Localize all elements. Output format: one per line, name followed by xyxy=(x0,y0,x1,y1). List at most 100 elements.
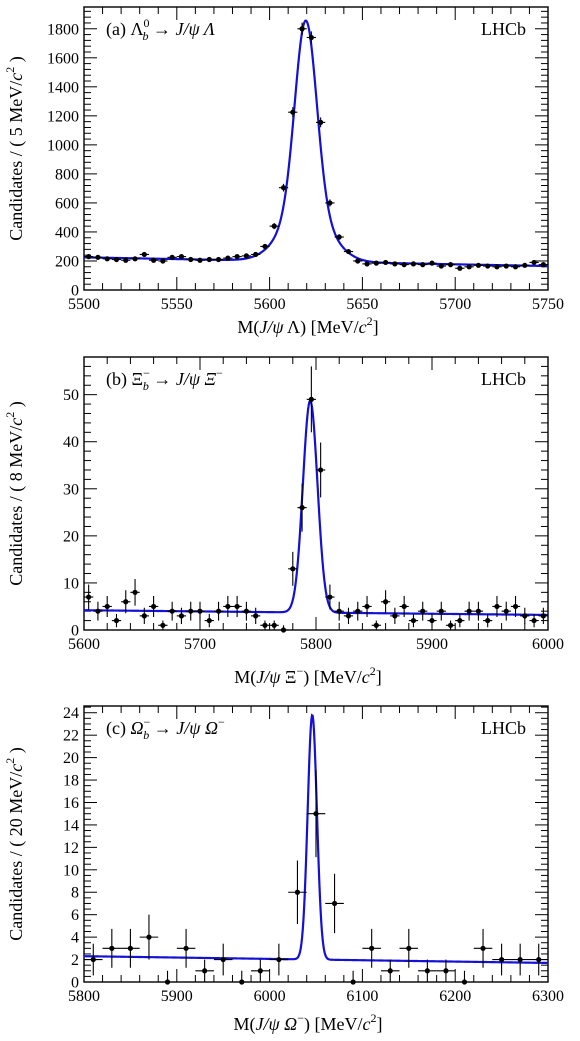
data-marker xyxy=(438,608,444,614)
data-marker xyxy=(457,265,463,271)
data-point xyxy=(362,595,372,617)
data-point xyxy=(232,970,252,985)
fit-curve xyxy=(83,19,549,268)
data-marker xyxy=(447,262,454,268)
data-marker xyxy=(313,811,319,817)
data-marker xyxy=(327,200,333,206)
data-marker xyxy=(109,945,115,951)
data-marker xyxy=(183,945,189,951)
data-marker xyxy=(225,603,231,610)
y-tick-label: 400 xyxy=(55,224,79,241)
data-marker xyxy=(290,566,296,572)
data-point xyxy=(343,970,363,985)
data-marker xyxy=(438,263,444,269)
plot-frame xyxy=(83,6,549,291)
y-tick-label: 16 xyxy=(63,795,79,812)
data-point xyxy=(306,366,316,433)
data-marker xyxy=(531,259,537,266)
y-tick-label: 10 xyxy=(63,575,79,592)
panel-c: 5800 5900 6000 6100 6200 63000246810121416182… xyxy=(3,705,564,1035)
y-tick-label: 18 xyxy=(63,773,79,790)
data-marker xyxy=(503,608,509,614)
data-point xyxy=(102,256,112,262)
data-point xyxy=(102,928,122,968)
data-marker xyxy=(392,261,398,267)
data-point xyxy=(510,943,530,976)
y-tick-label: 1000 xyxy=(47,137,79,154)
data-marker xyxy=(206,256,212,263)
data-marker xyxy=(392,613,398,619)
data-point xyxy=(316,442,326,498)
y-tick-label: 30 xyxy=(63,481,79,498)
data-point xyxy=(445,620,456,630)
x-tick-label: 5550 xyxy=(161,296,193,313)
data-point xyxy=(84,254,94,260)
data-point xyxy=(288,107,298,118)
data-marker xyxy=(95,254,101,260)
y-tick-label: 40 xyxy=(63,434,79,451)
data-marker xyxy=(188,256,194,263)
data-point xyxy=(529,943,548,976)
data-marker xyxy=(410,617,417,624)
data-point xyxy=(380,590,391,614)
data-point xyxy=(408,613,419,628)
data-marker xyxy=(373,622,379,628)
data-point xyxy=(288,860,307,924)
data-marker xyxy=(132,256,138,262)
data-point xyxy=(492,264,502,270)
data-marker xyxy=(355,258,361,264)
x-tick-label: 5900 xyxy=(416,636,448,653)
data-marker xyxy=(127,945,133,951)
data-point xyxy=(251,251,261,258)
data-marker xyxy=(512,264,519,270)
data-point xyxy=(464,264,474,270)
x-tick-label: 5700 xyxy=(439,296,471,313)
data-marker xyxy=(262,622,268,628)
data-point xyxy=(251,959,270,982)
data-marker xyxy=(220,956,226,963)
panel-b: 5600 5700 5800 5900 6000 0 10 20 30 40 50 (b) Ξ− b →… xyxy=(3,356,564,688)
x-axis-title: M(J/ψ Λ) [MeV/c2] xyxy=(237,314,378,338)
y-axis-title: Candidates / ( 8 MeV/c2 ) xyxy=(3,401,27,585)
y-tick-label: 22 xyxy=(63,728,79,745)
data-marker xyxy=(164,979,171,985)
data-point xyxy=(186,601,196,621)
data-marker xyxy=(294,889,301,895)
x-axis-title: M(J/ψ Ξ−) [MeV/c2] xyxy=(234,664,382,688)
x-tick-label: 5800 xyxy=(300,636,332,653)
x-tick-label: 5650 xyxy=(346,296,378,313)
data-point xyxy=(84,943,103,976)
data-point xyxy=(306,770,326,858)
data-point xyxy=(232,254,242,260)
data-point xyxy=(464,601,474,621)
x-tick-label: 6000 xyxy=(254,988,286,1005)
data-point xyxy=(139,914,159,960)
x-tick-label: 5600 xyxy=(68,636,100,653)
data-marker xyxy=(151,603,157,610)
data-marker xyxy=(141,613,147,619)
data-point xyxy=(325,873,344,934)
data-point xyxy=(520,262,530,268)
y-tick-label: 14 xyxy=(63,817,79,834)
data-marker xyxy=(540,262,546,268)
x-tick-label: 5500 xyxy=(68,296,100,313)
data-marker xyxy=(480,945,486,951)
x-tick-label: 6200 xyxy=(439,988,471,1005)
data-marker xyxy=(197,257,203,263)
data-marker xyxy=(290,109,296,115)
data-point xyxy=(232,595,242,617)
data-marker xyxy=(443,968,449,974)
y-tick-label: 0 xyxy=(71,283,79,300)
x-tick-label: 5600 xyxy=(254,296,286,313)
data-point xyxy=(278,625,289,633)
data-marker xyxy=(336,234,342,240)
data-marker xyxy=(239,979,245,985)
data-point xyxy=(93,601,103,621)
data-marker xyxy=(215,608,222,614)
x-tick-label: 6100 xyxy=(346,988,378,1005)
data-point xyxy=(343,248,354,255)
data-marker xyxy=(429,260,435,266)
data-marker xyxy=(271,622,277,628)
data-marker xyxy=(308,34,314,41)
y-tick-label: 10 xyxy=(63,862,79,879)
